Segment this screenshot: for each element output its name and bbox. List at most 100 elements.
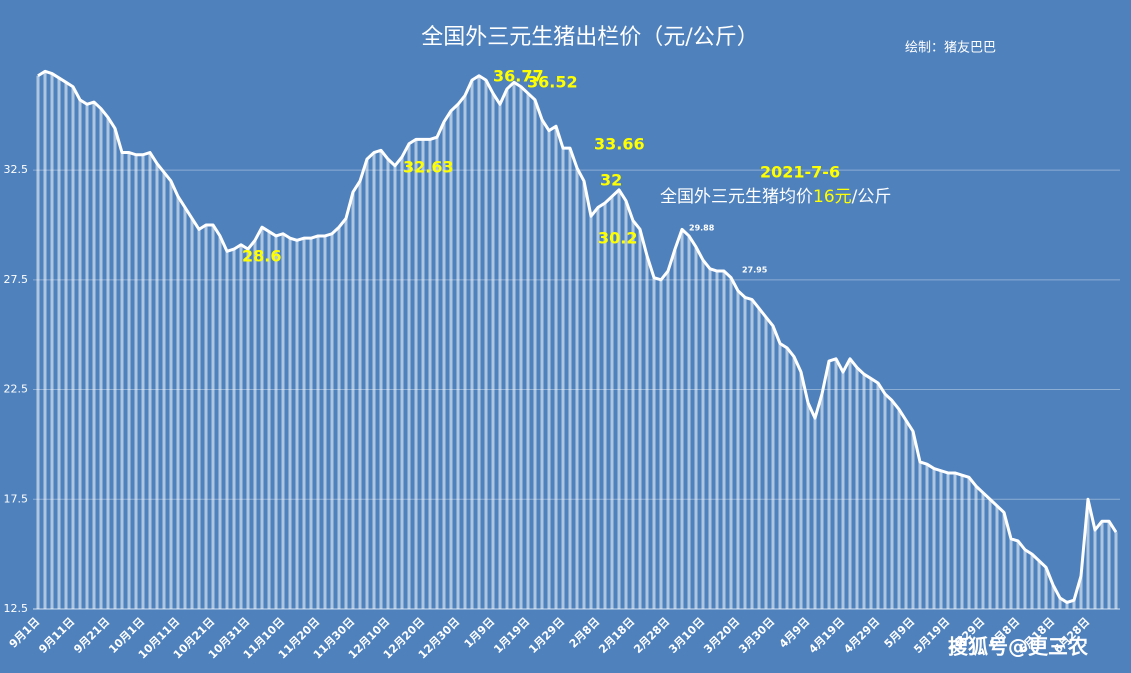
bar [99, 108, 103, 610]
annotation-note: 全国外三元生猪均价16元/公斤 [660, 187, 891, 207]
bar [260, 227, 264, 609]
bar [421, 139, 425, 609]
bar [554, 126, 558, 609]
bar [652, 277, 656, 609]
bar [190, 218, 194, 609]
bar [897, 409, 901, 609]
bar [708, 268, 712, 609]
bar [687, 235, 691, 609]
bar [400, 156, 404, 609]
bar [1114, 532, 1118, 609]
bar [589, 216, 593, 609]
bar [757, 308, 761, 609]
bar [113, 128, 117, 609]
bar [932, 468, 936, 609]
bar [36, 75, 40, 609]
bar [771, 325, 775, 609]
x-tick-label: 9月11日 [36, 615, 77, 656]
bar [183, 207, 187, 609]
y-tick-label: 12.5 [4, 602, 29, 615]
bar [414, 139, 418, 609]
bar [974, 486, 978, 609]
bar [218, 235, 222, 609]
bar [701, 260, 705, 609]
bar [925, 464, 929, 609]
bar [869, 378, 873, 609]
bar [246, 249, 250, 609]
bar [337, 227, 341, 609]
bar [967, 477, 971, 609]
bar [764, 317, 768, 609]
bar [624, 200, 628, 610]
bar [1051, 584, 1055, 609]
annotation-part: 16元 [813, 187, 852, 207]
bar [498, 104, 502, 610]
bar [491, 93, 495, 610]
bar [1058, 598, 1062, 609]
bar [442, 121, 446, 609]
x-tick-label: 3月20日 [701, 615, 742, 656]
bar [225, 251, 229, 610]
bar [288, 238, 292, 609]
annotation: 2021-7-6 [760, 163, 840, 182]
bar [120, 152, 124, 610]
bar [274, 235, 278, 609]
bar [1079, 576, 1083, 609]
watermark: 搜狐号@更三农 [948, 635, 1088, 659]
bar [960, 475, 964, 609]
bar [533, 99, 537, 609]
bar [106, 117, 110, 609]
bar [393, 165, 397, 609]
bar [407, 143, 411, 609]
bar [85, 104, 89, 610]
bar [316, 235, 320, 609]
bar [547, 130, 551, 609]
credit: 绘制：猪友巴巴 [905, 40, 996, 56]
annotation-part: /公斤 [852, 187, 892, 207]
bar [1072, 600, 1076, 609]
bar [526, 93, 530, 610]
annotation: 28.6 [242, 247, 281, 266]
bar [813, 418, 817, 609]
bar [512, 82, 516, 610]
bar [792, 356, 796, 609]
bar [694, 246, 698, 609]
bar [169, 181, 173, 610]
bar [645, 255, 649, 609]
bar [253, 240, 257, 610]
bar [918, 461, 922, 609]
bar [981, 492, 985, 609]
bar [673, 249, 677, 609]
x-tick-label: 4月29日 [841, 615, 882, 656]
bar [904, 420, 908, 609]
bar [568, 148, 572, 609]
bar [596, 207, 600, 609]
annotation: 32 [600, 171, 622, 190]
bar [519, 86, 523, 609]
bar [57, 77, 61, 609]
bar [92, 102, 96, 609]
bar [281, 233, 285, 609]
bar [890, 400, 894, 609]
bar [806, 402, 810, 609]
bar [855, 367, 859, 609]
bar [666, 271, 670, 609]
chart-title: 全国外三元生猪出栏价（元/公斤） [421, 25, 758, 50]
bar [729, 277, 733, 609]
bar [1009, 538, 1013, 609]
bar [1065, 602, 1069, 609]
bar [155, 163, 159, 609]
bar [631, 220, 635, 610]
bar [302, 238, 306, 609]
annotation: 30.2 [598, 229, 637, 248]
x-tick-label: 5月19日 [911, 615, 952, 656]
bar [785, 347, 789, 609]
bar [911, 431, 915, 609]
x-tick-label: 1月19日 [491, 615, 532, 656]
bar [540, 119, 544, 609]
annotation: 36.77 [493, 67, 544, 86]
bar [1093, 530, 1097, 609]
bar [505, 88, 509, 609]
bar [883, 393, 887, 609]
price-line [37, 69, 1118, 604]
